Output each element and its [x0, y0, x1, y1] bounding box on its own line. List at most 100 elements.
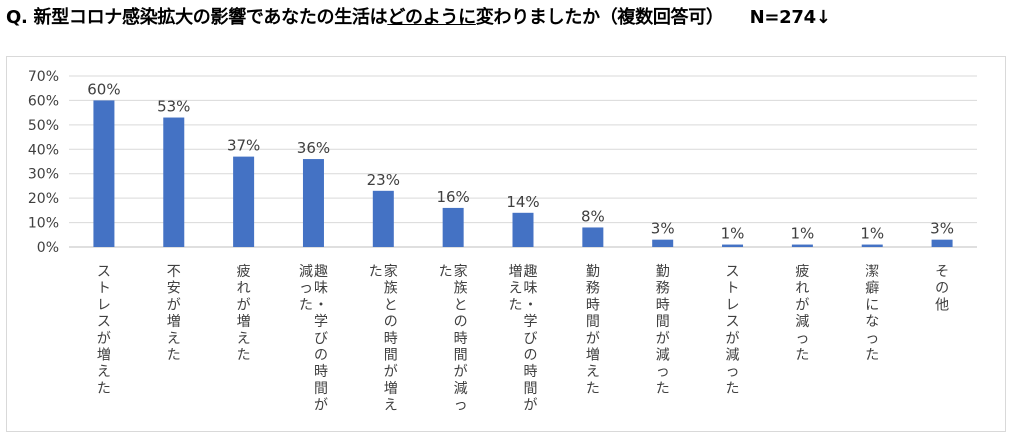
x-category-char: が — [524, 398, 538, 414]
x-category-char: が — [726, 331, 740, 347]
y-tick-label: 20% — [28, 191, 59, 207]
x-category-char: っ — [865, 331, 879, 347]
data-label: 14% — [506, 193, 539, 211]
x-category-char: 他 — [935, 297, 949, 313]
x-category-char: び — [314, 331, 328, 347]
question-suffix: 変わりましたか（複数回答可） — [475, 7, 724, 28]
x-category-char: え — [167, 331, 181, 347]
x-category-char: 癖 — [865, 281, 879, 297]
data-label: 60% — [87, 80, 120, 98]
x-category-char: 時 — [384, 331, 398, 347]
x-category-char: 学 — [524, 314, 538, 330]
x-category-char: が — [167, 297, 181, 313]
x-category-char: ス — [97, 264, 111, 280]
x-category-char: ト — [726, 281, 740, 297]
x-category-char: 族 — [454, 281, 468, 297]
x-category-char: な — [865, 314, 879, 330]
x-category-char: 潔 — [865, 264, 879, 280]
question-underlined: どのように — [387, 7, 476, 28]
x-category-char: の — [384, 314, 398, 330]
x-category-char: た — [586, 381, 600, 397]
x-category-char: 勤 — [586, 264, 600, 280]
x-category-char: え — [586, 364, 600, 380]
x-category-char: 家 — [384, 263, 398, 280]
x-category-char: え — [509, 281, 523, 297]
sample-size-label: N=274↓ — [749, 7, 831, 28]
x-category-char: び — [524, 331, 538, 347]
x-category-char: 間 — [384, 348, 398, 364]
x-category-char: が — [795, 297, 809, 313]
x-category-char: が — [586, 331, 600, 347]
x-category-char: 務 — [656, 281, 670, 297]
x-category-char: の — [524, 348, 538, 364]
x-category-char: と — [384, 297, 398, 313]
x-category-char: れ — [237, 281, 251, 297]
x-category-char: ス — [97, 314, 111, 330]
y-tick-label: 0% — [37, 240, 59, 256]
x-category-char: 味 — [524, 281, 538, 297]
x-category-char: え — [97, 364, 111, 380]
bar — [163, 117, 185, 248]
x-category-char: 増 — [167, 314, 181, 330]
chart-frame: 0% 10% 20% 30% 40% 50% 60% 70% 60% ストレスが増えた 53% 不安が… — [6, 56, 1006, 432]
y-tick-label: 10% — [28, 216, 59, 232]
x-category-char: 間 — [656, 314, 670, 330]
x-category-char: っ — [726, 364, 740, 380]
x-category-char: が — [314, 398, 328, 414]
x-category-char: 増 — [384, 381, 398, 397]
x-category-char: た — [299, 297, 313, 313]
x-category-char: た — [439, 264, 453, 280]
x-category-char: と — [454, 297, 468, 313]
x-category-char: 増 — [586, 348, 600, 364]
x-category-char: の — [454, 314, 468, 330]
x-category-char: が — [97, 331, 111, 347]
x-category-char: 務 — [586, 281, 600, 297]
data-label: 23% — [367, 171, 400, 189]
question-title: Q. 新型コロナ感染拡大の影響であなたの生活はどのように変わりましたか（複数回答… — [6, 4, 1006, 32]
x-category-char: 趣 — [314, 264, 328, 280]
question-prefix: Q. 新型コロナ感染拡大の影響であなたの生活は — [6, 7, 388, 28]
bar — [652, 239, 674, 247]
y-tick-label: 40% — [28, 142, 59, 158]
x-category-char: 間 — [314, 381, 328, 397]
y-tick-label: 30% — [28, 167, 59, 183]
x-category-char: 減 — [726, 347, 740, 364]
x-category-char: ・ — [314, 297, 328, 313]
x-category-char: ス — [726, 264, 740, 280]
x-category-char: そ — [935, 264, 949, 280]
x-category-char: 時 — [586, 297, 600, 313]
x-category-char: レ — [726, 297, 740, 313]
bar — [512, 212, 534, 247]
data-label: 16% — [436, 188, 469, 206]
x-category-char: 勤 — [656, 264, 670, 280]
x-category-char: 趣 — [524, 264, 538, 280]
x-category-char: た — [865, 348, 879, 364]
x-category-char: 増 — [97, 348, 111, 364]
x-category-char: た — [509, 297, 523, 313]
x-category-char: ス — [726, 314, 740, 330]
x-category-char: た — [795, 348, 809, 364]
x-category-char: レ — [97, 297, 111, 313]
x-category-char: た — [656, 381, 670, 397]
x-category-char: っ — [656, 364, 670, 380]
data-label: 36% — [297, 139, 330, 157]
x-category-char: 時 — [656, 297, 670, 313]
data-label: 8% — [581, 207, 605, 225]
x-category-char: 味 — [314, 281, 328, 297]
data-label: 3% — [930, 220, 954, 238]
x-category-char: ト — [97, 281, 111, 297]
x-category-char: に — [865, 297, 879, 313]
y-tick-label: 50% — [28, 118, 59, 134]
x-category-char: 間 — [524, 381, 538, 397]
data-label: 53% — [157, 98, 190, 116]
x-category-char: た — [237, 348, 251, 364]
